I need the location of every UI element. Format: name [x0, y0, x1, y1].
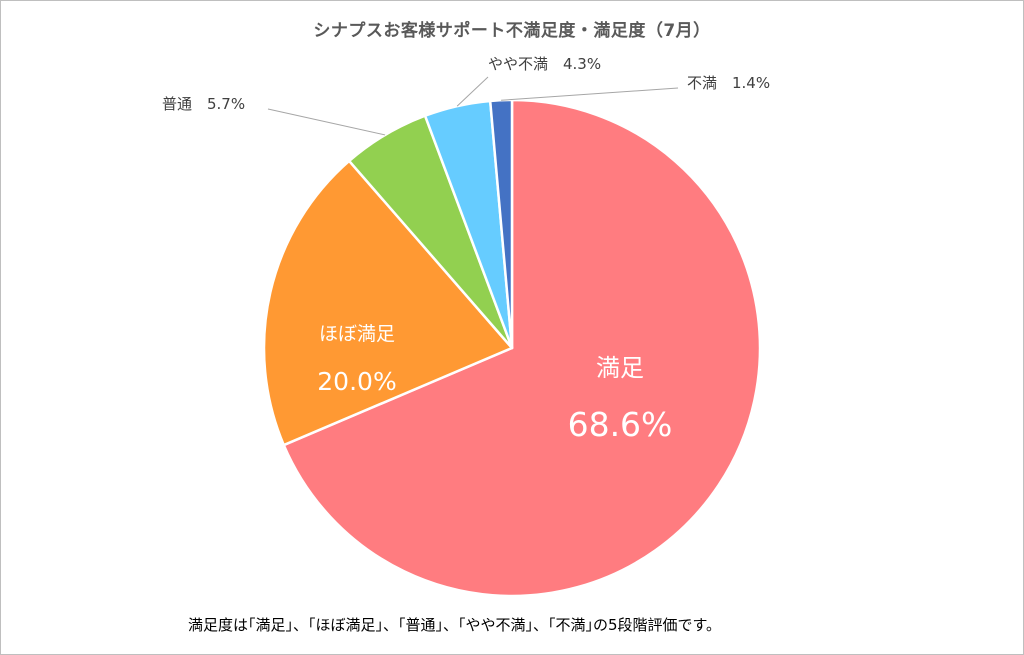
leader-line [501, 87, 679, 101]
slice-label: やや不満 4.3% [488, 55, 601, 73]
slice-label-name: 満足 [596, 354, 644, 382]
slice-label-value: 20.0% [317, 367, 396, 396]
leader-line [267, 108, 386, 136]
slice-label: 普通 5.7% [162, 95, 245, 113]
slice-label-value: 68.6% [568, 405, 673, 444]
chart-footnote: 満足度は｢満足｣、｢ほぼ満足｣、｢普通｣、｢やや不満｣、｢不満｣の5段階評価です… [188, 616, 722, 634]
chart-title: シナプスお客様サポート不満足度・満足度（7月） [313, 21, 711, 41]
pie-slice [282, 98, 762, 598]
pie-slice [262, 159, 514, 447]
leader-line [456, 76, 489, 107]
slice-label-name: ほぼ満足 [319, 323, 395, 345]
slice-label: 不満 1.4% [687, 74, 770, 92]
